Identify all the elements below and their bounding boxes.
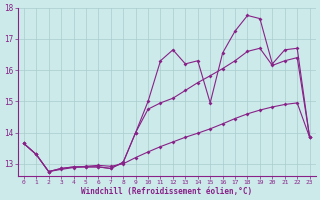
X-axis label: Windchill (Refroidissement éolien,°C): Windchill (Refroidissement éolien,°C) [81, 187, 252, 196]
